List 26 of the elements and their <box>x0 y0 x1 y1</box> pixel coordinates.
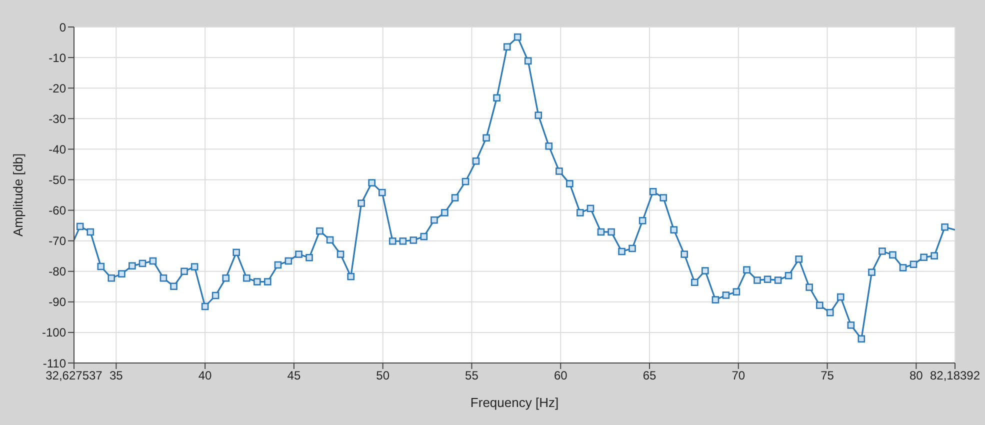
x-tick-label: 50 <box>376 368 390 383</box>
y-tick-label: -70 <box>48 234 66 248</box>
y-tick-label: -50 <box>48 172 66 187</box>
x-tick-label: 80 <box>909 368 924 383</box>
x-tick-label: 70 <box>732 368 746 383</box>
y-tick-label: -20 <box>48 81 66 96</box>
x-tick-label: 55 <box>465 368 479 383</box>
x-tick-label: 40 <box>198 368 212 383</box>
x-tick-label: 82,18392 <box>930 368 980 383</box>
y-axis-title: Amplitude [db] <box>10 153 26 237</box>
x-tick-label: 75 <box>820 368 834 383</box>
x-tick-label: 32,627537 <box>46 368 103 383</box>
x-axis-title: Frequency [Hz] <box>470 395 559 410</box>
y-tick-label: -90 <box>48 295 66 310</box>
x-tick-label: 45 <box>287 368 301 383</box>
y-tick-label: -30 <box>48 112 66 126</box>
y-tick-label: -80 <box>48 264 66 279</box>
y-tick-label: -10 <box>48 50 66 65</box>
y-tick-label: -60 <box>48 204 66 218</box>
x-tick-label: 65 <box>642 368 657 383</box>
y-tick-label: 0 <box>59 20 66 34</box>
x-tick-label: 60 <box>554 368 568 383</box>
y-tick-label: -110 <box>42 356 66 370</box>
y-tick-label: -40 <box>48 142 66 156</box>
y-tick-label: -100 <box>42 326 66 340</box>
x-tick-label: 35 <box>109 368 124 383</box>
